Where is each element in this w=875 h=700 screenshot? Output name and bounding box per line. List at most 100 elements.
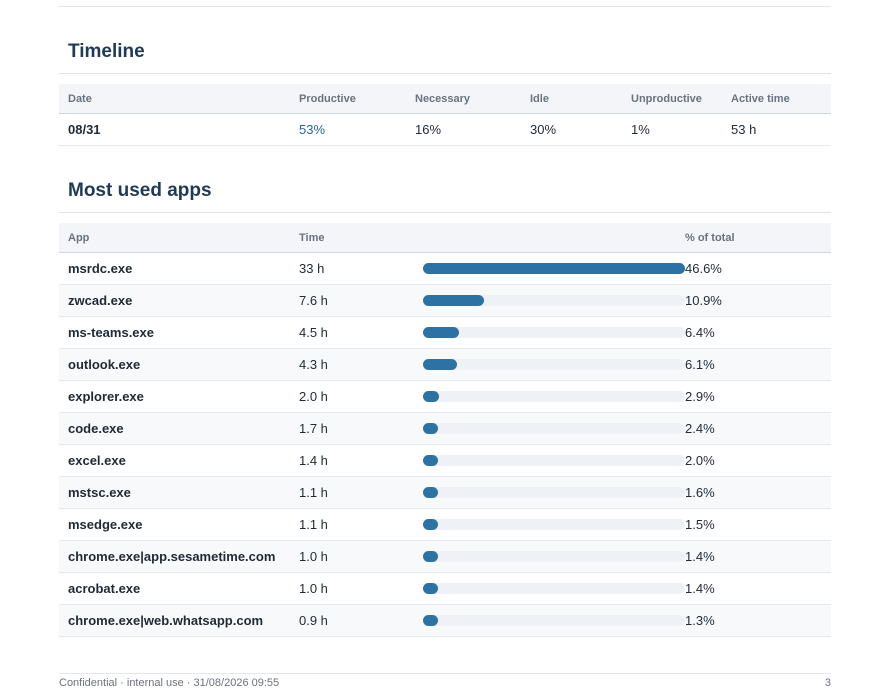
- productive-cell: 53%: [290, 113, 406, 146]
- idle-cell: 30%: [521, 113, 622, 146]
- usage-bar-track: [423, 487, 685, 498]
- app-time-cell: 1.0 h: [290, 540, 418, 573]
- usage-bar-cell: [418, 508, 685, 541]
- usage-bar-track: [423, 455, 685, 466]
- most-used-apps-section: Most used apps App Time % of total msrdc…: [59, 179, 831, 637]
- usage-bar-fill: [423, 423, 438, 434]
- usage-bar-track: [423, 423, 685, 434]
- necessary-cell: 16%: [406, 113, 521, 146]
- usage-bar-cell: [418, 252, 685, 285]
- app-time-cell: 4.3 h: [290, 348, 418, 381]
- usage-bar-track: [423, 583, 685, 594]
- table-row: code.exe 1.7 h 2.4%: [59, 412, 831, 445]
- table-row: ms-teams.exe 4.5 h 6.4%: [59, 316, 831, 349]
- app-pct-cell: 1.4%: [685, 572, 831, 605]
- col-header-productive: Productive: [290, 84, 406, 114]
- col-header-unproductive: Unproductive: [622, 84, 722, 114]
- usage-bar-fill: [423, 583, 438, 594]
- usage-bar-track: [423, 551, 685, 562]
- table-row: zwcad.exe 7.6 h 10.9%: [59, 284, 831, 317]
- usage-bar-cell: [418, 540, 685, 573]
- app-time-cell: 1.7 h: [290, 412, 418, 445]
- page-footer: Confidential · internal use · 31/08/2026…: [59, 673, 831, 689]
- usage-bar-track: [423, 615, 685, 626]
- date-cell: 08/31: [59, 113, 290, 146]
- app-time-cell: 1.1 h: [290, 476, 418, 509]
- app-time-cell: 33 h: [290, 252, 418, 285]
- app-name-cell: msedge.exe: [59, 508, 290, 541]
- app-name-cell: chrome.exe|web.whatsapp.com: [59, 604, 290, 637]
- app-name-cell: excel.exe: [59, 444, 290, 477]
- usage-bar-fill: [423, 263, 685, 274]
- usage-bar-cell: [418, 284, 685, 317]
- app-pct-cell: 6.4%: [685, 316, 831, 349]
- table-row: msrdc.exe 33 h 46.6%: [59, 252, 831, 285]
- app-name-cell: acrobat.exe: [59, 572, 290, 605]
- usage-bar-cell: [418, 412, 685, 445]
- app-name-cell: explorer.exe: [59, 380, 290, 413]
- app-name-cell: msrdc.exe: [59, 252, 290, 285]
- app-pct-cell: 46.6%: [685, 252, 831, 285]
- usage-bar-track: [423, 519, 685, 530]
- app-name-cell: zwcad.exe: [59, 284, 290, 317]
- usage-bar-cell: [418, 476, 685, 509]
- table-row: chrome.exe|web.whatsapp.com 0.9 h 1.3%: [59, 604, 831, 637]
- col-header-app: App: [59, 223, 290, 253]
- app-pct-cell: 2.0%: [685, 444, 831, 477]
- timeline-table: Date Productive Necessary Idle Unproduct…: [59, 84, 831, 146]
- app-pct-cell: 6.1%: [685, 348, 831, 381]
- col-header-pct: % of total: [685, 223, 831, 253]
- usage-bar-cell: [418, 444, 685, 477]
- usage-bar-track: [423, 359, 685, 370]
- app-pct-cell: 1.5%: [685, 508, 831, 541]
- table-row: mstsc.exe 1.1 h 1.6%: [59, 476, 831, 509]
- timeline-header-row: Date Productive Necessary Idle Unproduct…: [59, 84, 831, 114]
- app-name-cell: mstsc.exe: [59, 476, 290, 509]
- app-time-cell: 7.6 h: [290, 284, 418, 317]
- app-time-cell: 1.1 h: [290, 508, 418, 541]
- col-header-active-time: Active time: [722, 84, 831, 114]
- table-row: explorer.exe 2.0 h 2.9%: [59, 380, 831, 413]
- apps-header-row: App Time % of total: [59, 223, 831, 253]
- app-time-cell: 4.5 h: [290, 316, 418, 349]
- app-pct-cell: 1.4%: [685, 540, 831, 573]
- timeline-title: Timeline: [68, 41, 145, 62]
- usage-bar-cell: [418, 604, 685, 637]
- usage-bar-cell: [418, 380, 685, 413]
- usage-bar-fill: [423, 295, 484, 306]
- usage-bar-fill: [423, 455, 438, 466]
- apps-divider: [59, 212, 831, 213]
- table-row: outlook.exe 4.3 h 6.1%: [59, 348, 831, 381]
- usage-bar-cell: [418, 572, 685, 605]
- footer-text: Confidential · internal use · 31/08/2026…: [59, 677, 280, 689]
- app-pct-cell: 1.3%: [685, 604, 831, 637]
- app-pct-cell: 10.9%: [685, 284, 831, 317]
- unproductive-cell: 1%: [622, 113, 722, 146]
- top-divider: [59, 6, 831, 7]
- usage-bar-cell: [418, 348, 685, 381]
- apps-table: App Time % of total msrdc.exe 33 h 46.6% zw…: [59, 223, 831, 637]
- table-row: 08/31 53% 16% 30% 1% 53 h: [59, 113, 831, 146]
- col-header-necessary: Necessary: [406, 84, 521, 114]
- app-time-cell: 2.0 h: [290, 380, 418, 413]
- usage-bar-fill: [423, 359, 457, 370]
- usage-bar-track: [423, 295, 685, 306]
- usage-bar-fill: [423, 519, 438, 530]
- usage-bar-fill: [423, 615, 438, 626]
- usage-bar-fill: [423, 391, 439, 402]
- usage-bar-fill: [423, 551, 438, 562]
- app-time-cell: 1.4 h: [290, 444, 418, 477]
- col-header-bar: [418, 223, 685, 253]
- page-number: 3: [824, 677, 831, 689]
- app-pct-cell: 1.6%: [685, 476, 831, 509]
- app-time-cell: 0.9 h: [290, 604, 418, 637]
- table-row: acrobat.exe 1.0 h 1.4%: [59, 572, 831, 605]
- apps-table-body: msrdc.exe 33 h 46.6% zwcad.exe 7.6 h 10.9% ms-…: [59, 252, 831, 637]
- app-pct-cell: 2.4%: [685, 412, 831, 445]
- table-row: chrome.exe|app.sesametime.com 1.0 h 1.4%: [59, 540, 831, 573]
- apps-title: Most used apps: [68, 180, 212, 201]
- app-time-cell: 1.0 h: [290, 572, 418, 605]
- table-row: excel.exe 1.4 h 2.0%: [59, 444, 831, 477]
- app-pct-cell: 2.9%: [685, 380, 831, 413]
- app-name-cell: ms-teams.exe: [59, 316, 290, 349]
